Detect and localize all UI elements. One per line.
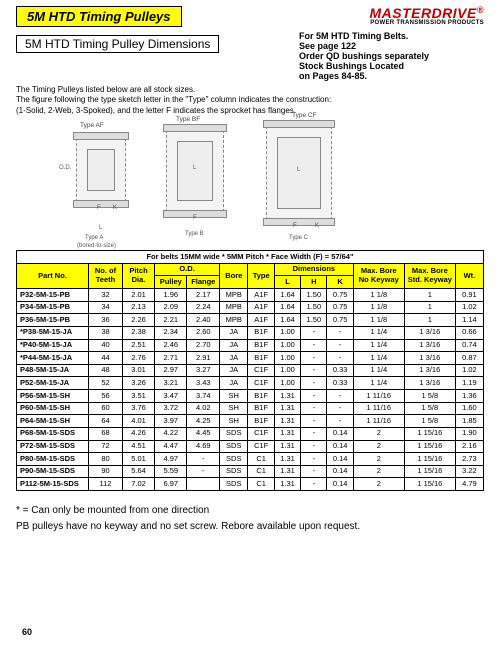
table-caption: For belts 15MM wide * 5MM Pitch * Face W… (17, 251, 484, 264)
pulley-type-a: O.D. F K L Type A (bored-to-size) (76, 138, 126, 202)
page-number: 60 (22, 627, 32, 637)
table-row: P72-5M-15-SDS724.514.474.69SDSC1F1.31-0.… (17, 440, 484, 453)
table-row: *P40-5M-15-JA402.512.462.70JAB1F1.00--1 … (17, 339, 484, 352)
table-row: P60-5M-15-SH603.763.724.02SHB1F1.31--1 1… (17, 402, 484, 415)
table-row: P36-5M-15-PB362.262.212.40MPBA1F1.641.50… (17, 314, 484, 327)
pulley-type-c: L F K Type C (266, 126, 332, 220)
table-row: P64-5M-15-SH644.013.974.25SHB1F1.31--1 1… (17, 415, 484, 428)
page-title: 5M HTD Timing Pulleys (16, 6, 182, 27)
footnotes: * = Can only be mounted from one directi… (0, 491, 500, 535)
table-row: *P38-5M-15-JA382.382.342.60JAB1F1.00--1 … (17, 326, 484, 339)
notes: The Timing Pulleys listed below are all … (0, 81, 500, 116)
table-row: P32-5M-15-PB322.011.962.17MPBA1F1.641.50… (17, 289, 484, 302)
pulley-type-b: L F Type B (166, 130, 224, 212)
table-row: P56-5M-15-SH563.513.473.74SHB1F1.31--1 1… (17, 390, 484, 403)
table-row: P80-5M-15-SDS805.014.97-SDSC11.31-0.1421… (17, 453, 484, 466)
table-row: P52-5M-15-JA523.263.213.43JAC1F1.00-0.33… (17, 377, 484, 390)
table-row: P68-5M-15-SDS684.264.224.45SDSC1F1.31-0.… (17, 427, 484, 440)
table-row: P112-5M-15-SDS1127.026.97SDSC11.31-0.142… (17, 478, 484, 491)
type-diagrams: Type AF Type BF Type CF O.D. F K L Type … (16, 120, 484, 240)
table-row: *P44-5M-15-JA442.762.712.91JAB1F1.00--1 … (17, 352, 484, 365)
table-row: P90-5M-15-SDS905.645.59-SDSC11.31-0.1421… (17, 465, 484, 478)
brand-sub: POWER TRANSMISSION PRODUCTS (369, 20, 484, 26)
table-row: P48-5M-15-JA483.012.973.27JAC1F1.00-0.33… (17, 364, 484, 377)
subtitle: 5M HTD Timing Pulley Dimensions (16, 35, 219, 53)
brand-name: MASTERDRIVE (369, 5, 476, 21)
table-row: P34-5M-15-PB342.132.092.24MPBA1F1.641.50… (17, 301, 484, 314)
spec-table: For belts 15MM wide * 5MM Pitch * Face W… (16, 250, 484, 491)
reference-block: For 5M HTD Timing Belts. See page 122 Or… (299, 31, 484, 81)
brand-block: MASTERDRIVE® POWER TRANSMISSION PRODUCTS (369, 6, 484, 26)
